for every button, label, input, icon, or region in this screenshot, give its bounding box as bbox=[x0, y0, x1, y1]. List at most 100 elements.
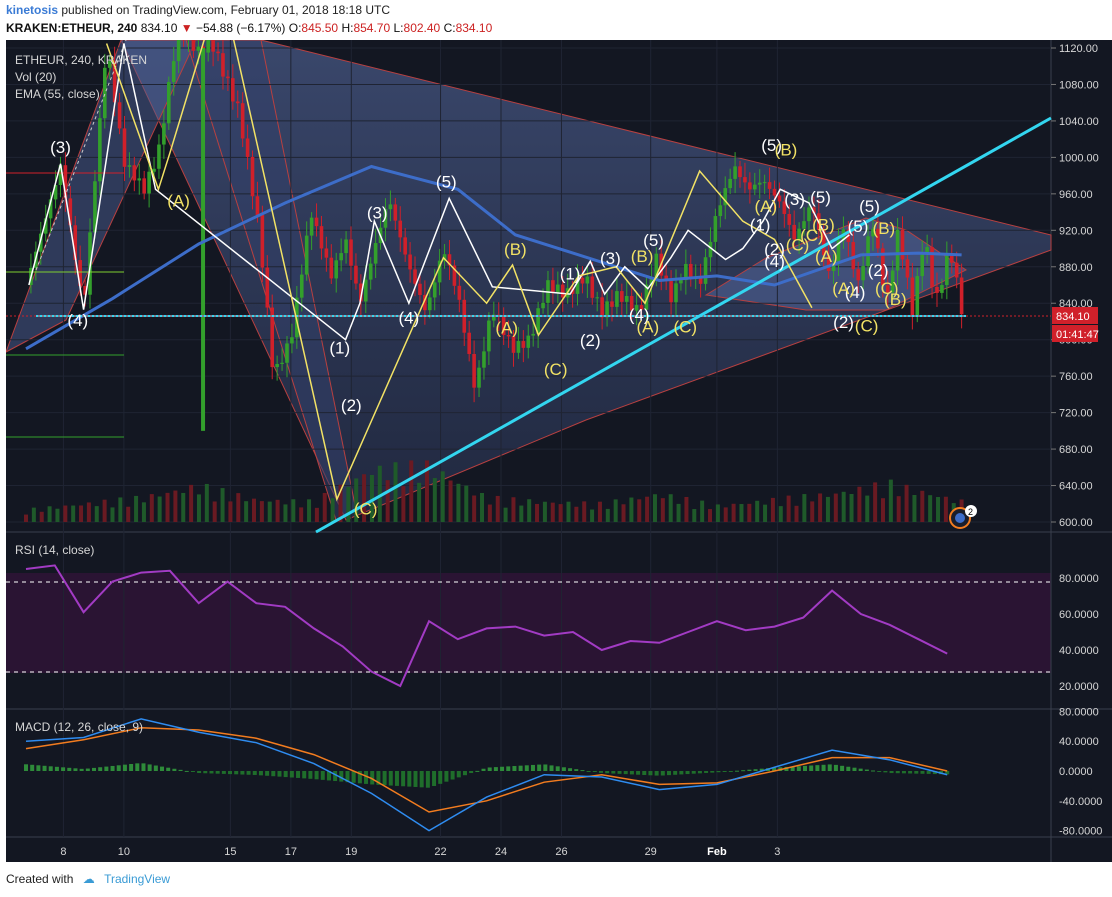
macd-histogram-bar bbox=[555, 766, 560, 771]
volume-bar bbox=[629, 497, 634, 522]
volume-bar bbox=[558, 504, 563, 522]
volume-bar bbox=[330, 498, 335, 522]
candle-body bbox=[280, 362, 284, 364]
dashed-trend-line[interactable] bbox=[35, 39, 127, 271]
macd-histogram-bar bbox=[277, 771, 282, 777]
macd-histogram-bar bbox=[741, 770, 746, 772]
volume-bar bbox=[31, 507, 36, 522]
chart-area[interactable]: 1120.00 1080.00 1040.00 1000.00 960.00 920.00… bbox=[5, 8, 1112, 862]
time-tick-label: 17 bbox=[285, 846, 297, 858]
macd-axis-ticks: 80.0000 40.0000 0.0000 -40.0000 -80.0000 bbox=[1059, 706, 1102, 837]
volume-bar bbox=[810, 501, 815, 522]
macd-histogram-bar bbox=[673, 771, 678, 775]
candle-body bbox=[423, 294, 427, 311]
volume-bar bbox=[464, 485, 469, 522]
elliott-wave-yellow[interactable] bbox=[105, 24, 813, 502]
candle-body bbox=[664, 275, 668, 282]
price-tick-label: 920.00 bbox=[1059, 225, 1093, 237]
price-tick-label: 600.00 bbox=[1059, 517, 1093, 529]
candle-body bbox=[940, 285, 944, 293]
macd-histogram-bar bbox=[901, 771, 906, 774]
macd-histogram-bar bbox=[592, 771, 597, 772]
time-tick-label: 22 bbox=[434, 846, 446, 858]
candle-body bbox=[142, 178, 146, 194]
candle-body bbox=[477, 367, 481, 388]
candle-body bbox=[890, 270, 895, 293]
volume-bar bbox=[802, 494, 807, 522]
chart-svg[interactable]: 1120.00 1080.00 1040.00 1000.00 960.00 920.00… bbox=[5, 8, 1112, 862]
author-link[interactable]: kinetosis bbox=[6, 3, 59, 17]
volume-bar bbox=[503, 507, 508, 522]
time-tick-label: 19 bbox=[345, 846, 357, 858]
macd-histogram-bar bbox=[141, 763, 146, 771]
macd-histogram-bar bbox=[636, 771, 641, 775]
candle-body bbox=[403, 237, 407, 255]
candle-body bbox=[551, 280, 555, 293]
macd-histogram-bar bbox=[160, 766, 165, 771]
candle-body bbox=[836, 240, 841, 264]
candle-body bbox=[245, 138, 250, 157]
candle-body bbox=[703, 257, 708, 284]
volume-bar bbox=[755, 500, 760, 522]
wave-label-yellow: (B) bbox=[775, 141, 798, 160]
volume-bar bbox=[794, 505, 799, 522]
candle-body bbox=[856, 269, 860, 281]
volume-bar bbox=[778, 506, 783, 522]
wave-label-yellow: (A) bbox=[815, 247, 838, 266]
time-tick-label: 24 bbox=[495, 846, 507, 858]
wave-label-white: (2) bbox=[764, 240, 785, 259]
candle-body bbox=[560, 284, 565, 298]
candle-body bbox=[363, 279, 368, 302]
candle-body bbox=[831, 263, 836, 272]
candle-body bbox=[920, 253, 925, 277]
candle-body bbox=[226, 76, 230, 79]
macd-histogram-bar bbox=[833, 764, 838, 771]
macd-histogram-bar bbox=[314, 771, 319, 780]
candle-body bbox=[733, 166, 737, 179]
macd-histogram-bar bbox=[666, 771, 671, 776]
wave-label-white: (5) bbox=[436, 172, 457, 191]
macd-histogram-bar bbox=[302, 771, 307, 779]
macd-histogram-bar bbox=[265, 771, 270, 776]
volume-bar bbox=[763, 504, 768, 522]
volume-bar bbox=[495, 495, 500, 522]
candle-body bbox=[221, 53, 225, 77]
candle-body bbox=[275, 363, 279, 368]
volume-bar bbox=[637, 499, 642, 522]
volume-bar bbox=[613, 499, 618, 522]
volume-bar bbox=[252, 498, 257, 522]
volume-bar bbox=[134, 495, 139, 522]
volume-bar bbox=[865, 495, 870, 522]
macd-histogram-bar bbox=[135, 763, 140, 771]
volume-bar bbox=[692, 509, 697, 522]
candle-body bbox=[605, 301, 609, 318]
price-tick-label: 1000.00 bbox=[1059, 152, 1099, 164]
volume-bar bbox=[786, 495, 791, 522]
elliott-wave-white[interactable] bbox=[28, 43, 850, 341]
tradingview-link[interactable]: TradingView bbox=[104, 872, 171, 886]
volume-bar bbox=[126, 506, 131, 522]
macd-histogram-bar bbox=[481, 768, 486, 771]
macd-histogram-bar bbox=[48, 766, 53, 771]
wave-label-yellow: (C) bbox=[544, 360, 568, 379]
uptrend-line[interactable] bbox=[315, 116, 1052, 534]
candle-body bbox=[83, 286, 87, 295]
macd-histogram-bar bbox=[73, 768, 78, 771]
macd-histogram-bar bbox=[722, 771, 727, 772]
candle-body bbox=[472, 353, 476, 388]
macd-histogram-bar bbox=[691, 771, 696, 774]
down-arrow-icon: ▼ bbox=[180, 21, 193, 35]
volume-legend: Vol (20) bbox=[15, 70, 56, 84]
candle-body bbox=[48, 199, 53, 219]
candle-body bbox=[600, 297, 604, 318]
volume-bar bbox=[582, 501, 587, 522]
candle-body bbox=[511, 336, 516, 353]
candle-body bbox=[285, 343, 289, 363]
candle-body bbox=[354, 265, 358, 284]
wave-label-white: (2) bbox=[868, 261, 889, 280]
volume-bar bbox=[841, 491, 846, 522]
candle-body bbox=[516, 341, 521, 353]
candle-body bbox=[757, 182, 762, 185]
candle-body bbox=[684, 263, 688, 281]
volume-bar bbox=[346, 486, 351, 522]
